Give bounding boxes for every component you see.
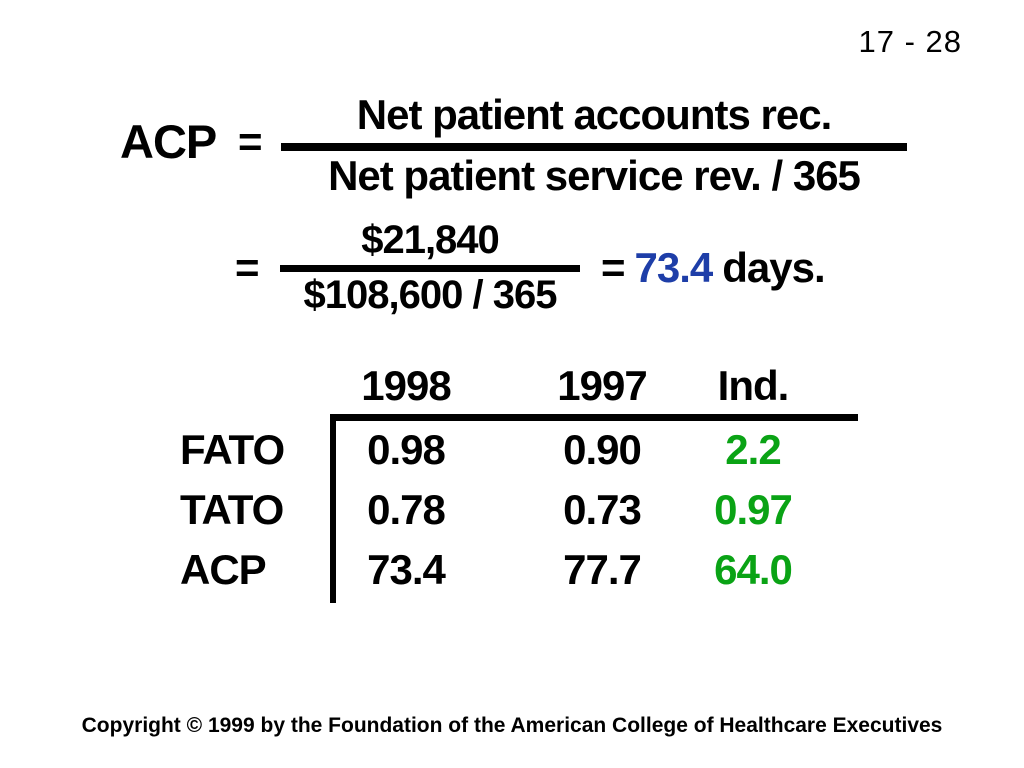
row-label: ACP (180, 546, 267, 593)
table-row-acp: ACP 73.4 77.7 64.0 (0, 546, 1024, 596)
cell-1998: 0.98 (367, 426, 446, 473)
table-row-fato: FATO 0.98 0.90 2.2 (0, 426, 1024, 476)
table-header-row: 1998 1997 Ind. (0, 362, 1024, 412)
row-label: TATO (180, 486, 284, 533)
cell-1998: 73.4 (367, 546, 446, 593)
result-suffix: days. (722, 244, 825, 291)
calculation-result: = 73.4 days. (601, 244, 826, 292)
formula-lhs: ACP (120, 115, 217, 168)
column-header-1997: 1997 (557, 362, 647, 409)
cell-industry: 64.0 (714, 546, 793, 593)
table-row-tato: TATO 0.78 0.73 0.97 (0, 486, 1024, 536)
calculation-denominator: $108,600 / 365 (303, 273, 558, 317)
table-horizontal-rule (330, 414, 858, 421)
cell-1998: 0.78 (367, 486, 446, 533)
cell-1997: 77.7 (563, 546, 642, 593)
copyright-footer: Copyright © 1999 by the Foundation of th… (81, 714, 943, 737)
formula-numerator: Net patient accounts rec. (356, 91, 832, 138)
result-value: 73.4 (634, 244, 714, 291)
page-number: 17 - 28 (858, 24, 962, 59)
row-label: FATO (180, 426, 285, 473)
cell-1997: 0.90 (563, 426, 642, 473)
column-header-industry: Ind. (717, 362, 790, 409)
result-equals-sign: = (601, 244, 626, 291)
cell-industry: 2.2 (725, 426, 781, 473)
formula-denominator: Net patient service rev. / 365 (328, 152, 861, 199)
formula-fraction: Net patient accounts rec. Net patient se… (281, 90, 907, 200)
formula-equals-sign: = (238, 118, 263, 165)
fraction-bar (280, 265, 580, 272)
calculation-fraction: $21,840 $108,600 / 365 (270, 218, 590, 317)
calculation-numerator: $21,840 (361, 218, 500, 262)
cell-industry: 0.97 (714, 486, 793, 533)
fraction-bar (281, 143, 907, 151)
column-header-1998: 1998 (361, 362, 451, 409)
calculation-equals-sign: = (235, 244, 260, 291)
table-vertical-rule (330, 414, 336, 603)
cell-1997: 0.73 (563, 486, 642, 533)
